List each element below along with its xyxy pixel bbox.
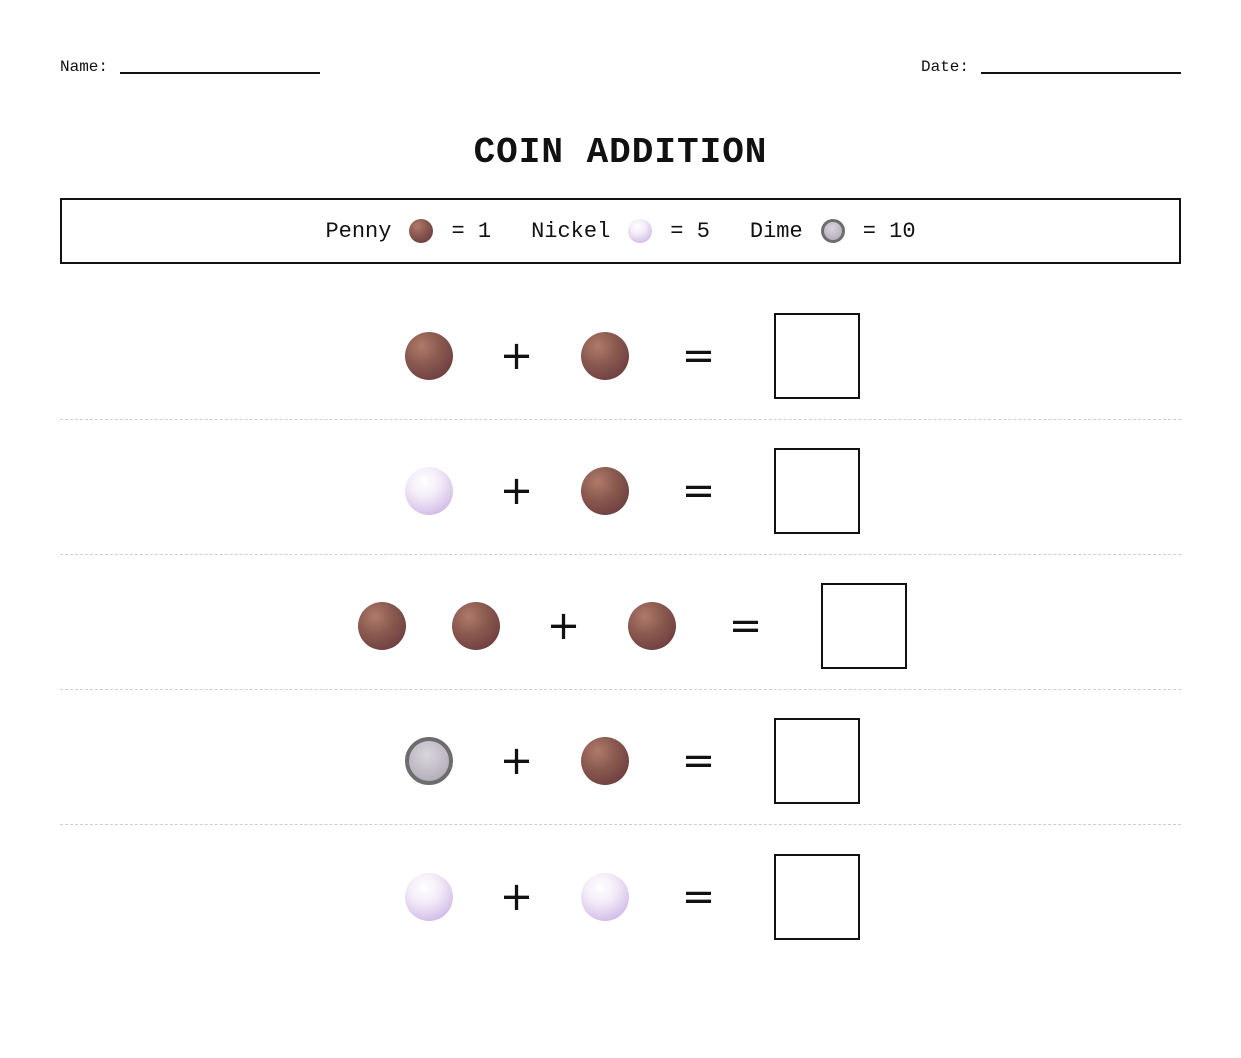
- legend-label: Nickel: [531, 218, 611, 244]
- problem-row: + =: [60, 285, 1181, 420]
- coin-legend: Penny = 1 Nickel = 5 Dime = 10: [60, 198, 1181, 264]
- coin-slot: [558, 467, 652, 515]
- legend-item-dime: Dime = 10: [750, 219, 916, 244]
- legend-label: Dime: [749, 218, 803, 244]
- penny-coin-icon: [580, 467, 629, 515]
- problem-list: + = + = + = + = + =: [60, 285, 1181, 960]
- nickel-coin-icon: [404, 467, 453, 515]
- equals-sign: =: [681, 333, 716, 379]
- name-blank-line[interactable]: [120, 72, 321, 74]
- coin-slot: [382, 737, 476, 785]
- penny-coin-icon: [409, 219, 434, 243]
- penny-coin-icon: [580, 737, 629, 785]
- name-label: Name:: [60, 58, 109, 76]
- date-field: Date:: [921, 58, 1181, 76]
- coin-slot: [429, 602, 523, 650]
- problem-row: + =: [60, 825, 1181, 960]
- coin-slot: [382, 467, 476, 515]
- equals-sign: =: [681, 873, 716, 920]
- equals-sign: =: [728, 603, 763, 649]
- coin-slot: [382, 332, 476, 380]
- answer-box[interactable]: [773, 448, 860, 534]
- legend-value: = 10: [862, 218, 916, 244]
- problem-row: + =: [60, 420, 1181, 555]
- problem-row: + =: [60, 555, 1181, 690]
- date-label: Date:: [920, 58, 969, 76]
- worksheet-title: COIN ADDITION: [473, 132, 768, 173]
- penny-coin-icon: [357, 602, 406, 650]
- nickel-coin-icon: [404, 872, 453, 921]
- answer-box[interactable]: [773, 718, 860, 804]
- plus-sign: +: [499, 333, 534, 379]
- dime-coin-icon: [404, 737, 453, 785]
- dime-coin-icon: [820, 219, 845, 243]
- penny-coin-icon: [451, 602, 500, 650]
- coin-slot: [335, 602, 429, 650]
- plus-sign: +: [499, 873, 534, 920]
- legend-value: = 1: [451, 218, 492, 244]
- coin-slot: [605, 602, 699, 650]
- coin-slot: [382, 872, 476, 921]
- nickel-coin-icon: [580, 872, 629, 921]
- legend-label: Penny: [325, 218, 392, 244]
- plus-sign: +: [546, 603, 581, 649]
- equals-sign: =: [681, 738, 716, 784]
- coin-slot: [558, 872, 652, 921]
- problem-row: + =: [60, 690, 1181, 825]
- nickel-coin-icon: [628, 219, 653, 243]
- answer-box[interactable]: [820, 583, 907, 669]
- equals-sign: =: [681, 468, 716, 514]
- coin-slot: [558, 332, 652, 380]
- penny-coin-icon: [404, 332, 453, 380]
- coin-slot: [558, 737, 652, 785]
- legend-item-penny: Penny = 1: [325, 219, 491, 244]
- legend-value: = 5: [670, 218, 710, 244]
- answer-box[interactable]: [773, 313, 860, 399]
- plus-sign: +: [499, 738, 534, 784]
- name-field: Name:: [60, 58, 321, 76]
- penny-coin-icon: [627, 602, 676, 650]
- header-row: Name: Date:: [60, 58, 1181, 78]
- plus-sign: +: [499, 468, 534, 514]
- legend-item-nickel: Nickel = 5: [531, 219, 710, 244]
- penny-coin-icon: [580, 332, 629, 380]
- answer-box[interactable]: [773, 853, 860, 940]
- date-blank-line[interactable]: [981, 72, 1181, 74]
